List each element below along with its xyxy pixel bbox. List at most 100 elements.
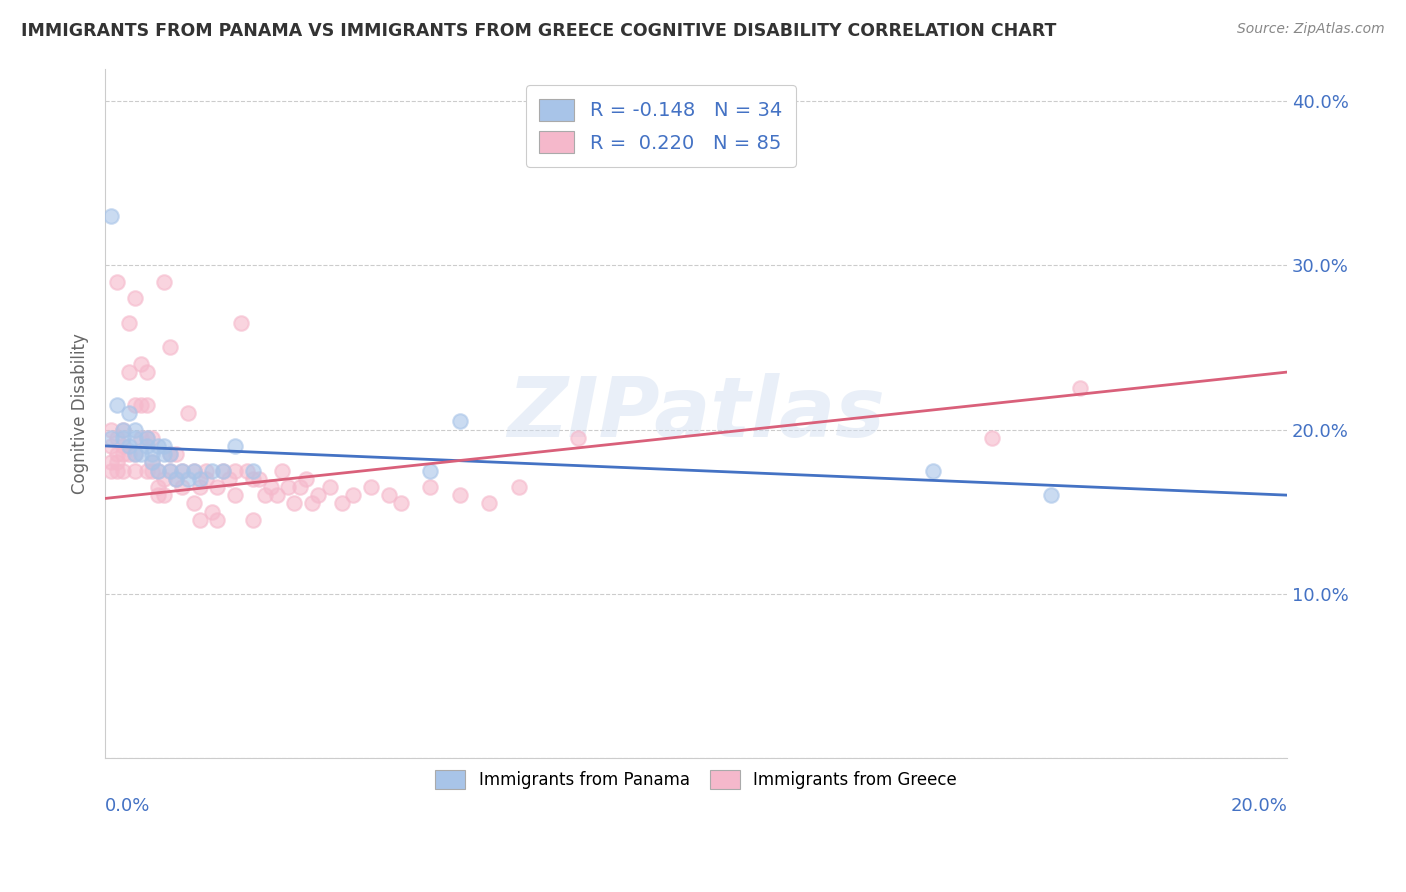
Point — [980, 431, 1002, 445]
Point — [330, 496, 353, 510]
Point — [165, 472, 187, 486]
Point — [100, 455, 122, 469]
Point — [111, 423, 134, 437]
Text: ZIPatlas: ZIPatlas — [508, 373, 886, 454]
Point — [360, 480, 382, 494]
Point — [165, 447, 187, 461]
Point — [100, 431, 122, 445]
Point — [148, 488, 170, 502]
Point — [419, 463, 441, 477]
Point — [188, 480, 211, 494]
Point — [148, 463, 170, 477]
Point — [159, 447, 181, 461]
Point — [153, 275, 176, 289]
Point — [449, 414, 471, 428]
Point — [124, 447, 146, 461]
Point — [135, 439, 157, 453]
Point — [129, 447, 152, 461]
Point — [224, 463, 246, 477]
Point — [271, 463, 294, 477]
Point — [105, 463, 128, 477]
Point — [266, 488, 288, 502]
Point — [177, 406, 200, 420]
Point — [170, 463, 193, 477]
Point — [183, 463, 205, 477]
Point — [124, 291, 146, 305]
Point — [153, 488, 176, 502]
Point — [194, 463, 217, 477]
Point — [508, 480, 530, 494]
Point — [105, 447, 128, 461]
Point — [200, 463, 222, 477]
Point — [141, 455, 163, 469]
Point — [111, 447, 134, 461]
Y-axis label: Cognitive Disability: Cognitive Disability — [72, 333, 89, 493]
Point — [148, 463, 170, 477]
Point — [236, 463, 259, 477]
Point — [124, 463, 146, 477]
Point — [105, 455, 128, 469]
Point — [478, 496, 501, 510]
Point — [124, 398, 146, 412]
Point — [419, 480, 441, 494]
Point — [242, 513, 264, 527]
Point — [153, 439, 176, 453]
Point — [200, 504, 222, 518]
Point — [165, 472, 187, 486]
Point — [242, 463, 264, 477]
Point — [183, 496, 205, 510]
Text: 0.0%: 0.0% — [105, 797, 150, 814]
Point — [105, 431, 128, 445]
Point — [567, 431, 589, 445]
Point — [148, 439, 170, 453]
Point — [188, 472, 211, 486]
Point — [307, 488, 329, 502]
Point — [229, 316, 252, 330]
Point — [159, 341, 181, 355]
Point — [194, 472, 217, 486]
Point — [100, 439, 122, 453]
Point — [207, 480, 229, 494]
Text: Source: ZipAtlas.com: Source: ZipAtlas.com — [1237, 22, 1385, 37]
Point — [242, 472, 264, 486]
Point — [129, 398, 152, 412]
Point — [105, 275, 128, 289]
Legend: Immigrants from Panama, Immigrants from Greece: Immigrants from Panama, Immigrants from … — [423, 758, 969, 801]
Point — [141, 463, 163, 477]
Point — [118, 365, 141, 379]
Point — [183, 463, 205, 477]
Point — [319, 480, 342, 494]
Point — [224, 488, 246, 502]
Point — [124, 431, 146, 445]
Point — [100, 209, 122, 223]
Point — [283, 496, 305, 510]
Point — [301, 496, 323, 510]
Point — [153, 447, 176, 461]
Point — [260, 480, 283, 494]
Point — [207, 513, 229, 527]
Point — [212, 463, 235, 477]
Point — [290, 480, 312, 494]
Point — [295, 472, 318, 486]
Point — [389, 496, 412, 510]
Point — [111, 439, 134, 453]
Point — [124, 447, 146, 461]
Point — [135, 463, 157, 477]
Point — [118, 447, 141, 461]
Point — [118, 406, 141, 420]
Point — [141, 455, 163, 469]
Point — [159, 463, 181, 477]
Point — [378, 488, 401, 502]
Point — [159, 463, 181, 477]
Text: 20.0%: 20.0% — [1230, 797, 1286, 814]
Point — [148, 480, 170, 494]
Point — [135, 398, 157, 412]
Point — [277, 480, 299, 494]
Point — [921, 463, 943, 477]
Point — [170, 463, 193, 477]
Point — [100, 463, 122, 477]
Point — [111, 463, 134, 477]
Point — [111, 431, 134, 445]
Point — [100, 423, 122, 437]
Point — [135, 431, 157, 445]
